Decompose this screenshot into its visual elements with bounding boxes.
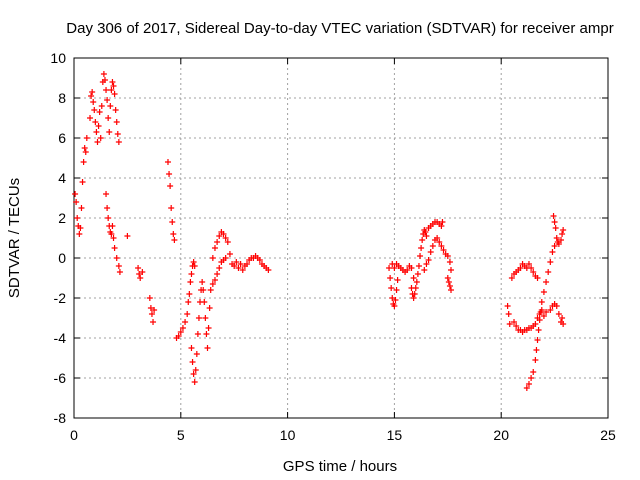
x-tick-label: 25 — [600, 427, 616, 443]
y-tick-label: -2 — [54, 290, 67, 306]
y-tick-label: 0 — [58, 250, 66, 266]
y-tick-label: 2 — [58, 210, 66, 226]
y-tick-label: 6 — [58, 130, 66, 146]
chart-title: Day 306 of 2017, Sidereal Day-to-day VTE… — [66, 20, 613, 37]
chart-background — [0, 0, 640, 480]
x-axis-label: GPS time / hours — [283, 458, 397, 475]
chart-svg: 0 5 10 15 20 25 -8 -6 -4 -2 0 2 4 6 8 10 Day 306 of 201… — [0, 0, 640, 480]
y-tick-label: -4 — [54, 330, 67, 346]
x-tick-label: 10 — [280, 427, 296, 443]
y-tick-label: -6 — [54, 370, 67, 386]
y-axis-label: SDTVAR / TECUs — [6, 178, 23, 298]
y-tick-label: -8 — [54, 410, 67, 426]
x-tick-label: 15 — [387, 427, 403, 443]
x-tick-label: 5 — [177, 427, 185, 443]
y-tick-label: 4 — [58, 170, 66, 186]
x-tick-label: 0 — [70, 427, 78, 443]
x-tick-label: 20 — [493, 427, 509, 443]
y-tick-label: 8 — [58, 90, 66, 106]
y-tick-label: 10 — [50, 50, 66, 66]
